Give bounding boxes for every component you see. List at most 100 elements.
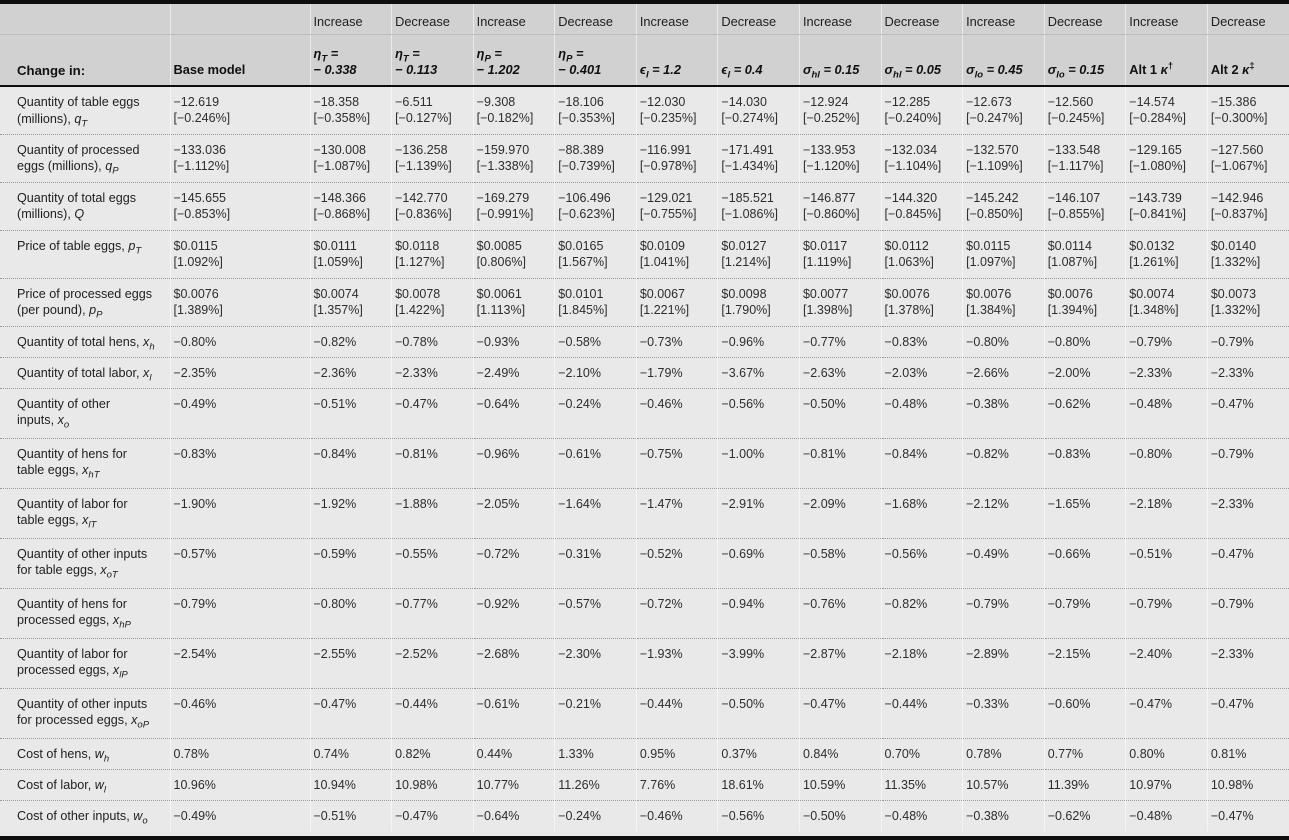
data-cell: $0.0127 [1.214%] <box>717 229 800 278</box>
data-cell: 10.98% <box>391 768 474 800</box>
data-cell: −0.48% <box>1125 387 1208 438</box>
table-row: Quantity of labor for processed eggs, xl… <box>0 637 1289 688</box>
data-cell: $0.0115 [1.097%] <box>962 229 1045 278</box>
data-cell: −0.80% <box>1043 325 1126 357</box>
row-label: Quantity of total eggs (millions), Q <box>0 181 170 230</box>
data-cell: −2.03% <box>880 356 963 388</box>
data-cell: −0.61% <box>472 687 555 738</box>
data-cell: −116.991 [−0.978%] <box>635 133 718 182</box>
data-cell: −0.79% <box>1125 325 1208 357</box>
data-cell: 0.37% <box>717 737 800 769</box>
data-cell: −2.09% <box>798 487 882 538</box>
data-cell: −127.560 [−1.067%] <box>1206 133 1289 182</box>
data-cell: −0.46% <box>635 387 718 438</box>
data-cell: −2.35% <box>169 356 310 388</box>
data-cell: −169.279 [−0.991%] <box>472 181 555 230</box>
data-cell: $0.0115 [1.092%] <box>169 229 310 278</box>
data-cell: −2.49% <box>472 356 555 388</box>
column-direction-header: Increase <box>962 4 1045 35</box>
row-label: Quantity of total labor, xl <box>0 356 170 388</box>
data-cell: 10.98% <box>1206 768 1289 800</box>
data-cell: −0.47% <box>391 387 474 438</box>
row-label: Cost of hens, wh <box>0 737 170 769</box>
column-param-header: σlo = 0.15 <box>1043 34 1126 87</box>
data-cell: −1.79% <box>635 356 718 388</box>
data-cell: 1.33% <box>554 737 637 769</box>
data-cell: −0.81% <box>391 437 474 488</box>
data-cell: −12.285 [−0.240%] <box>880 86 963 134</box>
data-cell: −146.107 [−0.855%] <box>1043 181 1126 230</box>
column-param-header: ϵl = 1.2 <box>635 34 718 87</box>
data-cell: −143.739 [−0.841%] <box>1125 181 1208 230</box>
table-row: Quantity of other inputs, xo −0.49% −0.51%… <box>0 387 1289 438</box>
data-cell: −0.83% <box>1043 437 1126 488</box>
data-cell: −133.953 [−1.120%] <box>798 133 882 182</box>
data-cell: 0.74% <box>309 737 392 769</box>
data-cell: −0.58% <box>798 537 882 588</box>
data-cell: $0.0118 [1.127%] <box>391 229 474 278</box>
data-cell: −0.48% <box>1125 799 1208 831</box>
data-cell: −1.90% <box>169 487 310 538</box>
data-cell: −1.68% <box>880 487 963 538</box>
data-cell: −0.24% <box>554 799 637 831</box>
data-cell: 0.78% <box>169 737 310 769</box>
column-param-header: σhl = 0.15 <box>798 34 882 87</box>
data-cell: −0.79% <box>1206 437 1289 488</box>
column-direction-header: Decrease <box>717 4 800 35</box>
data-cell: −148.366 [−0.868%] <box>309 181 392 230</box>
column-direction-header: Increase <box>635 4 718 35</box>
data-cell: −136.258 [−1.139%] <box>391 133 474 182</box>
data-cell: 0.84% <box>798 737 882 769</box>
data-cell: 10.96% <box>169 768 310 800</box>
data-cell: −0.21% <box>554 687 637 738</box>
data-cell: −12.560 [−0.245%] <box>1043 86 1126 134</box>
column-direction-header: Decrease <box>1206 4 1289 35</box>
column-param-header: Base model <box>169 34 310 87</box>
data-cell: −15.386 [−0.300%] <box>1206 86 1289 134</box>
data-cell: $0.0076 [1.394%] <box>1043 277 1126 326</box>
data-cell: $0.0114 [1.087%] <box>1043 229 1126 278</box>
data-cell: −0.55% <box>391 537 474 588</box>
data-cell: 11.39% <box>1043 768 1126 800</box>
data-cell: $0.0073 [1.332%] <box>1206 277 1289 326</box>
data-cell: −2.91% <box>717 487 800 538</box>
data-cell: −0.47% <box>1206 387 1289 438</box>
data-cell: −0.61% <box>554 437 637 488</box>
data-cell: −0.62% <box>1043 387 1126 438</box>
data-cell: −0.60% <box>1043 687 1126 738</box>
data-cell: $0.0078 [1.422%] <box>391 277 474 326</box>
data-cell: −2.12% <box>962 487 1045 538</box>
header-direction-row: Increase Decrease Increase Decrease Increase… <box>0 4 1289 35</box>
data-cell: −133.036 [−1.112%] <box>169 133 310 182</box>
row-label: Quantity of hens for processed eggs, xhP <box>0 587 170 638</box>
data-cell: −0.44% <box>635 687 718 738</box>
data-cell: −0.80% <box>962 325 1045 357</box>
table-row: Cost of labor, wl 10.96% 10.94% 10.98% 10.77… <box>0 768 1289 800</box>
data-cell: −0.96% <box>472 437 555 488</box>
data-cell: 11.26% <box>554 768 637 800</box>
data-cell: −0.57% <box>169 537 310 588</box>
data-cell: $0.0074 [1.348%] <box>1125 277 1208 326</box>
data-cell: 18.61% <box>717 768 800 800</box>
data-cell: −2.66% <box>962 356 1045 388</box>
data-cell: −0.46% <box>635 799 718 831</box>
column-param-header: Alt 1 κ† <box>1125 34 1208 87</box>
table-row: Quantity of table eggs (millions), qT −12… <box>0 86 1289 134</box>
data-cell: −0.56% <box>880 537 963 588</box>
data-cell: −12.924 [−0.252%] <box>798 86 882 134</box>
data-cell: −2.55% <box>309 637 392 688</box>
data-cell: −0.75% <box>635 437 718 488</box>
row-label: Quantity of processed eggs (millions), q… <box>0 133 170 182</box>
data-cell: −0.47% <box>1206 537 1289 588</box>
data-cell: −0.94% <box>717 587 800 638</box>
data-cell: −0.80% <box>1125 437 1208 488</box>
data-cell: −2.10% <box>554 356 637 388</box>
data-cell: 0.82% <box>391 737 474 769</box>
data-cell: −2.63% <box>798 356 882 388</box>
data-cell: −0.48% <box>880 799 963 831</box>
data-cell: −14.574 [−0.284%] <box>1125 86 1208 134</box>
column-param-header: Alt 2 κ‡ <box>1206 34 1289 87</box>
data-cell: −0.51% <box>1125 537 1208 588</box>
column-param-header: ϵl = 0.4 <box>717 34 800 87</box>
data-cell: −142.946 [−0.837%] <box>1206 181 1289 230</box>
